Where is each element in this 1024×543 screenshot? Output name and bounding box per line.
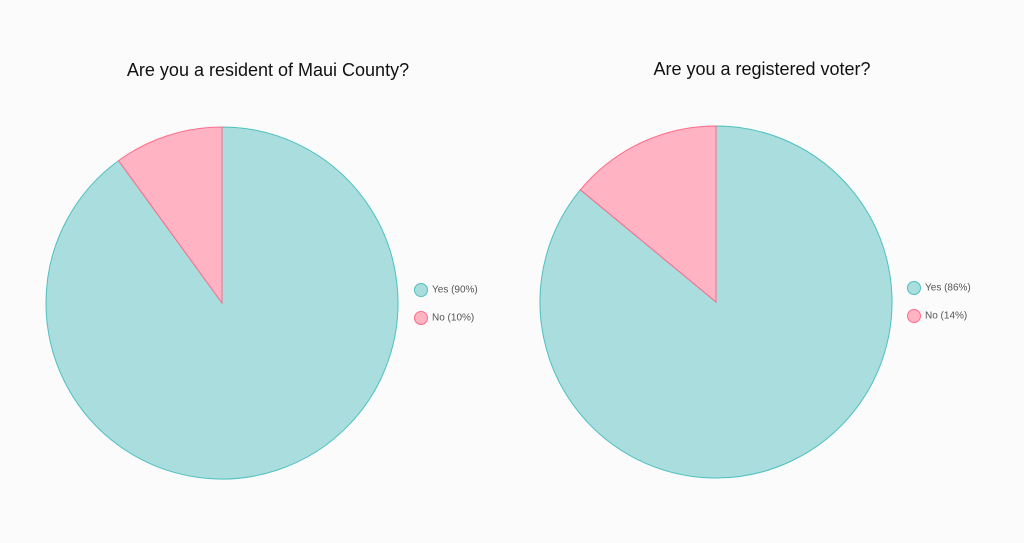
legend-marker	[414, 283, 428, 297]
chart-title: Are you a resident of Maui County?	[127, 60, 409, 80]
pie-slice	[45, 126, 399, 480]
pie-slice	[117, 126, 223, 305]
legend-marker	[414, 311, 428, 325]
legend-label: Yes (86%)	[925, 283, 971, 294]
legend-label: No (10%)	[432, 313, 474, 324]
legend-marker	[907, 309, 921, 323]
chart-title: Are you a registered voter?	[653, 59, 870, 79]
legend-label: Yes (90%)	[432, 285, 478, 296]
pie-slice	[579, 125, 717, 304]
legend-marker	[907, 281, 921, 295]
legend-label: No (14%)	[925, 311, 967, 322]
pie-slice	[539, 125, 893, 479]
